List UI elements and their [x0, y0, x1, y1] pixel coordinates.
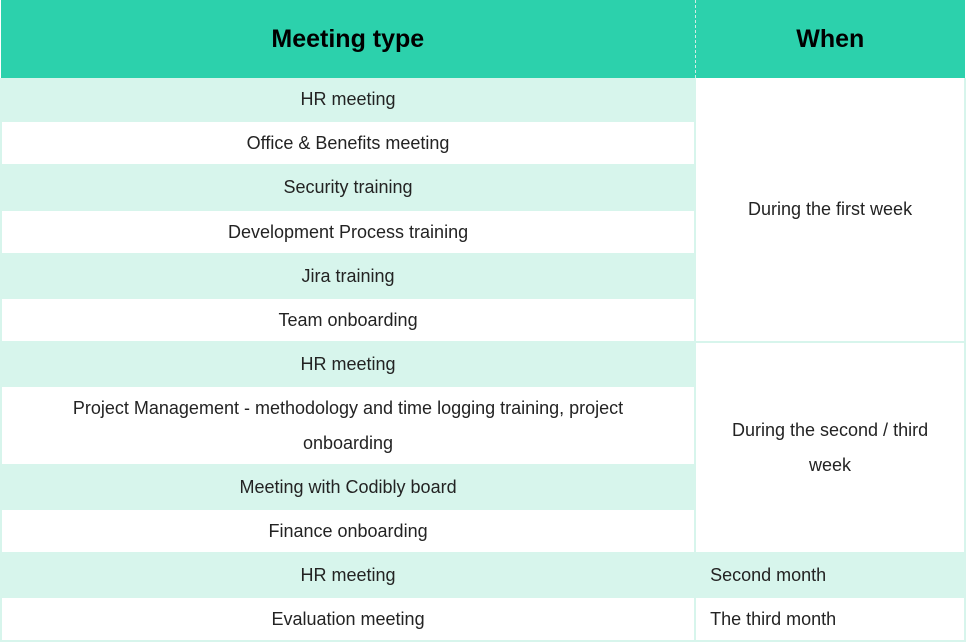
meeting-cell: HR meeting [1, 342, 695, 386]
onboarding-table-container: Meeting type When HR meetingDuring the f… [0, 0, 966, 642]
when-cell: The third month [695, 597, 965, 641]
when-cell: During the second / third week [695, 342, 965, 553]
meeting-cell: Project Management - methodology and tim… [1, 386, 695, 464]
meeting-cell: Team onboarding [1, 298, 695, 342]
header-when: When [695, 0, 965, 78]
meeting-cell: Development Process training [1, 210, 695, 254]
table-row: Evaluation meetingThe third month [1, 597, 965, 641]
meeting-cell: Jira training [1, 254, 695, 298]
meeting-cell: Finance onboarding [1, 509, 695, 553]
header-meeting-type: Meeting type [1, 0, 695, 78]
meeting-cell: Office & Benefits meeting [1, 121, 695, 165]
table-row: HR meetingSecond month [1, 553, 965, 597]
when-cell: Second month [695, 553, 965, 597]
table-row: HR meetingDuring the first week [1, 78, 965, 121]
table-header: Meeting type When [1, 0, 965, 78]
table-body: HR meetingDuring the first weekOffice & … [1, 78, 965, 641]
meeting-cell: Evaluation meeting [1, 597, 695, 641]
meeting-cell: HR meeting [1, 78, 695, 121]
onboarding-table: Meeting type When HR meetingDuring the f… [0, 0, 966, 642]
when-cell: During the first week [695, 78, 965, 342]
table-row: HR meetingDuring the second / third week [1, 342, 965, 386]
meeting-cell: HR meeting [1, 553, 695, 597]
meeting-cell: Security training [1, 165, 695, 209]
meeting-cell: Meeting with Codibly board [1, 465, 695, 509]
